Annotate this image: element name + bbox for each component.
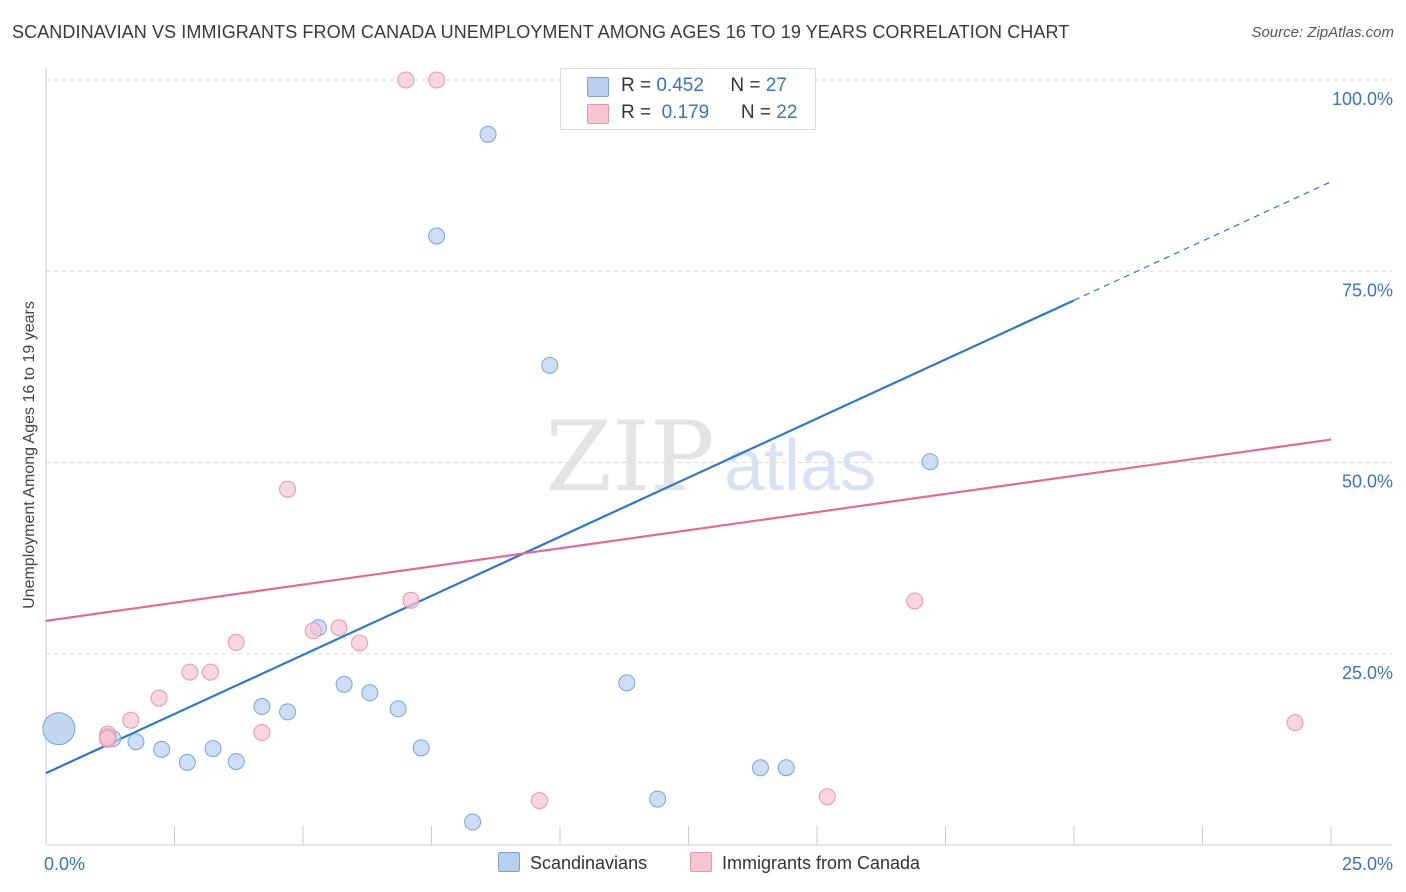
scandinavian-point: [389, 700, 407, 718]
scandinavian-point: [412, 739, 430, 757]
scandinavian-point: [361, 684, 379, 702]
immigrant-point: [330, 619, 348, 637]
scandinavian-point: [42, 712, 76, 746]
tick-labels: 100.0% 75.0% 50.0% 25.0% 0.0% 25.0%: [44, 89, 1393, 874]
immigrant-point: [304, 622, 322, 640]
bottom-legend-label: Scandinavians: [530, 853, 648, 873]
immigrant-point: [253, 724, 271, 742]
scandinavian-point: [649, 790, 667, 808]
immigrant-point: [201, 663, 219, 681]
legend-r-label: R =: [621, 102, 652, 123]
bottom-legend-label: Immigrants from Canada: [722, 853, 921, 873]
immigrant-point: [1286, 714, 1304, 732]
legend-n-value: 27: [765, 75, 787, 96]
y-tick-label: 25.0%: [1342, 663, 1393, 683]
scandinavian-point: [204, 740, 222, 758]
scandinavian-point: [921, 453, 939, 471]
immigrant-point: [351, 634, 369, 652]
immigrant-point: [402, 591, 420, 609]
scandinavian-trend-line: [45, 299, 1075, 775]
scandinavian-point: [227, 753, 245, 771]
watermark-zip: ZIP: [545, 401, 714, 513]
bottom-legend-immigrants: Immigrants from Canada: [690, 852, 920, 874]
immigrant-point: [150, 689, 168, 707]
legend-swatch-blue: [498, 852, 520, 872]
immigrant-point: [227, 633, 245, 651]
legend-n-label: N =: [740, 102, 772, 123]
immigrant-point: [99, 729, 117, 747]
y-tick-label: 100.0%: [1332, 89, 1393, 109]
bottom-legend-scandinavians: Scandinavians: [498, 852, 647, 874]
source-label: Source: ZipAtlas.com: [1251, 24, 1394, 41]
legend-swatch-blue: [587, 77, 609, 97]
scandinavian-point: [618, 674, 636, 692]
stats-legend: R = 0.452 N = 27 R = 0.179 N = 22: [560, 68, 816, 130]
scandinavian-point: [777, 759, 795, 777]
grid-lines: [46, 79, 1392, 655]
x-tick-label: 0.0%: [44, 854, 85, 874]
immigrant-point: [397, 71, 415, 89]
y-tick-label: 50.0%: [1342, 472, 1393, 492]
scandinavian-point: [428, 227, 446, 245]
scandinavian-point: [541, 356, 559, 374]
scandinavian-trend-extension: [1073, 181, 1332, 301]
scandinavian-point: [153, 740, 171, 758]
legend-swatch-pink: [587, 104, 609, 124]
scandinavian-point: [253, 698, 271, 716]
legend-n-value: 22: [776, 102, 798, 123]
legend-swatch-pink: [690, 852, 712, 872]
axes: [45, 68, 1392, 846]
legend-r-value: 0.452: [656, 75, 704, 96]
immigrant-point: [181, 663, 199, 681]
watermark-atlas: atlas: [724, 426, 876, 506]
immigrant-point: [530, 792, 548, 810]
immigrant-point: [428, 71, 446, 89]
immigrant-point: [279, 480, 297, 498]
immigrant-point: [122, 711, 140, 729]
trend-lines: [45, 181, 1332, 775]
x-tick-label: 25.0%: [1342, 854, 1393, 874]
immigrant-point: [906, 592, 924, 610]
scandinavian-point: [127, 733, 145, 751]
scandinavian-point: [751, 759, 769, 777]
legend-n-label: N =: [730, 75, 761, 96]
chart-title: SCANDINAVIAN VS IMMIGRANTS FROM CANADA U…: [12, 22, 1070, 42]
scandinavian-point: [335, 675, 353, 693]
y-tick-label: 75.0%: [1342, 280, 1393, 300]
scandinavian-point: [279, 703, 297, 721]
legend-r-label: R =: [621, 75, 652, 96]
immigrant-point: [818, 788, 836, 806]
scandinavian-point: [178, 753, 196, 771]
legend-r-value: 0.179: [661, 102, 710, 123]
scandinavian-point: [464, 813, 482, 831]
scandinavian-point: [479, 125, 497, 143]
immigrant-trend-line: [45, 438, 1332, 622]
